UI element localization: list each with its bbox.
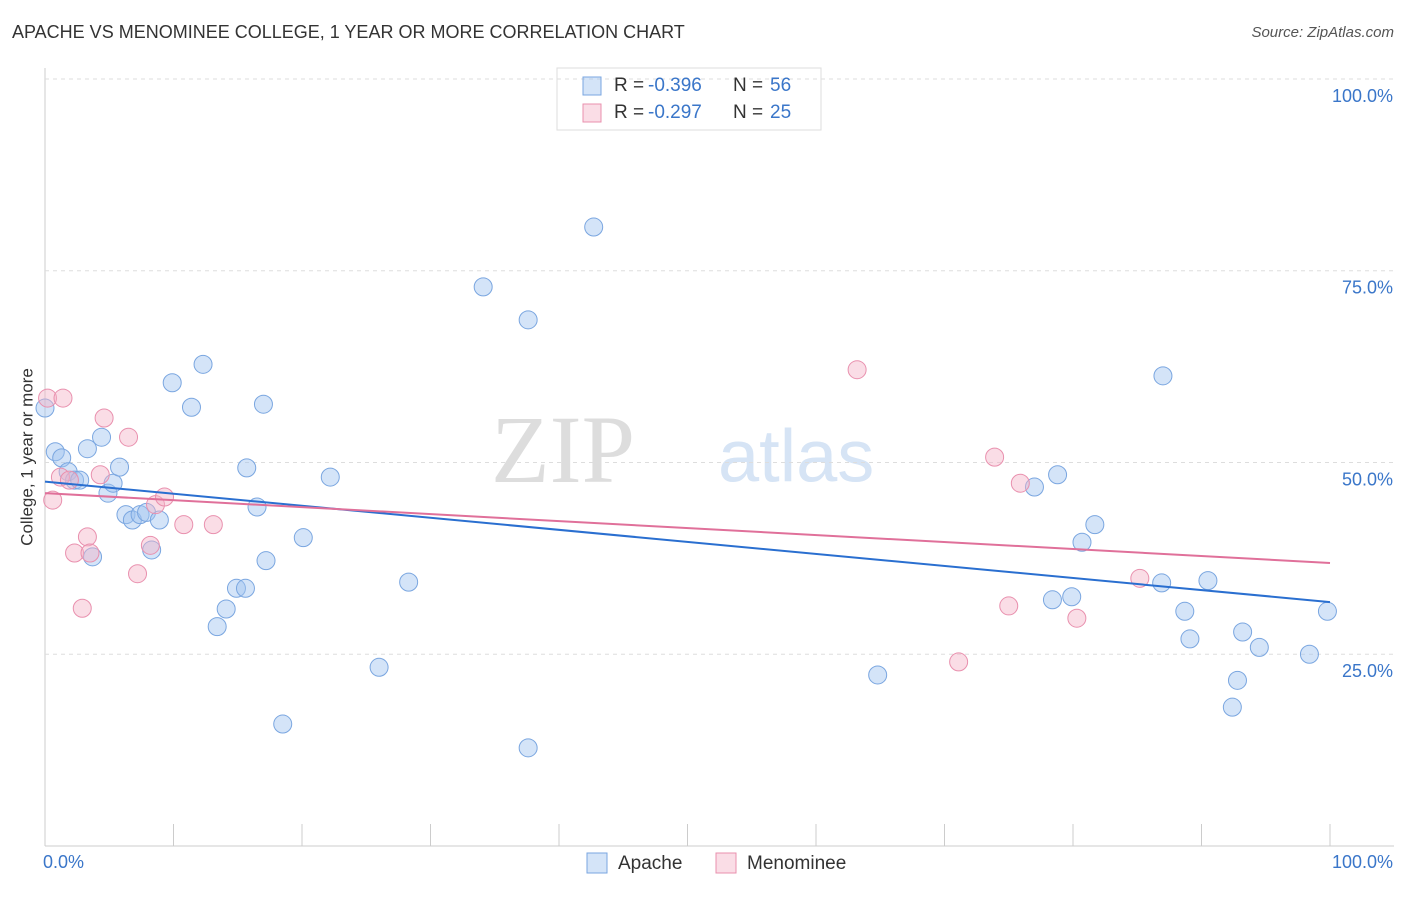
point: [92, 427, 112, 447]
point: [203, 515, 223, 535]
point: [149, 510, 169, 530]
x-tick-label: 100.0%: [1332, 852, 1393, 872]
point: [43, 490, 63, 510]
legend-swatch: [715, 852, 737, 874]
point: [59, 470, 79, 490]
point: [320, 467, 340, 487]
legend-swatch: [586, 852, 608, 874]
point: [235, 578, 255, 598]
legend-label: Apache: [618, 853, 682, 874]
legend-r-label: R =: [614, 75, 644, 96]
point: [181, 397, 201, 417]
legend-n: 25: [770, 102, 791, 123]
source: Source: ZipAtlas.com: [1251, 24, 1394, 41]
point: [162, 373, 182, 393]
y-axis-label: College, 1 year or more: [17, 368, 36, 546]
x-tick-label: 0.0%: [43, 852, 84, 872]
y-tick-label: 75.0%: [1342, 278, 1393, 298]
point: [65, 543, 85, 563]
point: [155, 487, 175, 507]
point: [53, 388, 73, 408]
point: [216, 599, 236, 619]
point: [1153, 366, 1173, 386]
point: [110, 457, 130, 477]
point: [999, 596, 1019, 616]
legend-label: Menominee: [747, 853, 846, 874]
point: [193, 354, 213, 374]
point: [1072, 532, 1092, 552]
point: [985, 447, 1005, 467]
point: [868, 665, 888, 685]
point: [119, 427, 139, 447]
chart-title: APACHE VS MENOMINEE COLLEGE, 1 YEAR OR M…: [12, 22, 685, 42]
point: [1175, 601, 1195, 621]
point: [1249, 637, 1269, 657]
point: [1067, 608, 1087, 628]
point: [80, 543, 100, 563]
point: [72, 598, 92, 618]
legend-n-label: N =: [733, 75, 763, 96]
point: [1317, 601, 1337, 621]
point: [1042, 590, 1062, 610]
point: [90, 465, 110, 485]
point: [253, 394, 273, 414]
point: [473, 277, 493, 297]
y-tick-label: 25.0%: [1342, 661, 1393, 681]
point: [1233, 622, 1253, 642]
legend-r: -0.396: [648, 75, 702, 96]
legend-n: 56: [770, 75, 791, 96]
point: [1048, 465, 1068, 485]
point: [1062, 587, 1082, 607]
point: [52, 448, 72, 468]
point: [399, 572, 419, 592]
legend-swatch: [582, 103, 602, 123]
point: [77, 439, 97, 459]
point: [518, 310, 538, 330]
point: [140, 535, 160, 555]
trend-line: [44, 480, 1331, 604]
point: [116, 505, 136, 525]
point: [38, 388, 58, 408]
point: [584, 217, 604, 237]
point: [293, 528, 313, 548]
point: [1180, 629, 1200, 649]
point: [1198, 571, 1218, 591]
point: [518, 738, 538, 758]
watermark: ZIP: [491, 396, 635, 503]
point: [77, 527, 97, 547]
point: [256, 551, 276, 571]
point: [1024, 477, 1044, 497]
point: [369, 657, 389, 677]
point: [237, 458, 257, 478]
point: [273, 714, 293, 734]
legend-n-label: N =: [733, 102, 763, 123]
point: [174, 515, 194, 535]
point: [1299, 644, 1319, 664]
point: [94, 408, 114, 428]
trend-line: [44, 492, 1331, 564]
legend-r-label: R =: [614, 102, 644, 123]
point: [1222, 697, 1242, 717]
watermark: atlas: [718, 415, 874, 498]
point: [949, 652, 969, 672]
point: [1130, 568, 1150, 588]
point: [1227, 670, 1247, 690]
point: [128, 564, 148, 584]
point: [207, 617, 227, 637]
legend-r: -0.297: [648, 102, 702, 123]
point: [1010, 473, 1030, 493]
y-tick-label: 100.0%: [1332, 86, 1393, 106]
point: [1152, 573, 1172, 593]
point: [1085, 515, 1105, 535]
legend-swatch: [582, 76, 602, 96]
y-tick-label: 50.0%: [1342, 469, 1393, 489]
point: [847, 360, 867, 380]
